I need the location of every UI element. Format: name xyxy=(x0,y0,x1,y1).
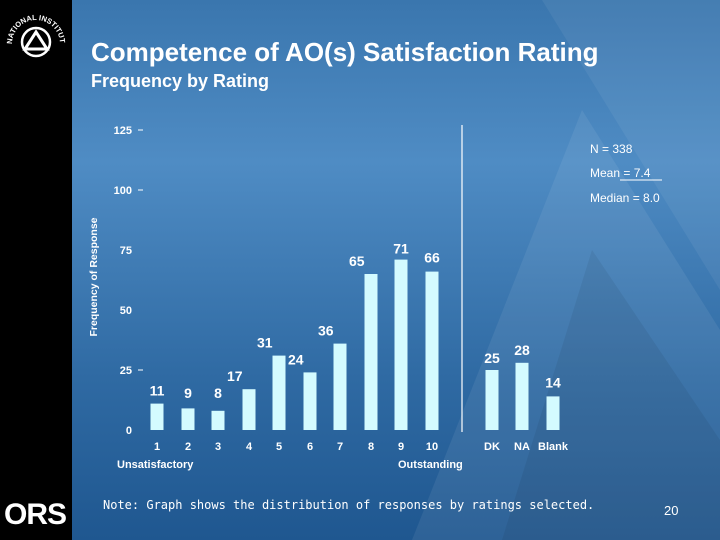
bar-data-label: 9 xyxy=(184,385,192,401)
y-axis: 0 25 50 75 100 125 xyxy=(114,125,143,437)
background-decoration xyxy=(412,0,720,540)
bars-group: 1119283174315246367658719661025DK28NA14B… xyxy=(150,241,569,453)
bar-data-label: 24 xyxy=(288,351,304,367)
x-tick-label: 5 xyxy=(276,441,282,453)
x-tick-label: 3 xyxy=(215,441,221,453)
bar xyxy=(150,403,164,430)
bar-data-label: 25 xyxy=(484,350,500,366)
x-tick-label: 7 xyxy=(337,441,343,453)
x-anchor-high: Outstanding xyxy=(398,459,463,471)
bar-data-label: 71 xyxy=(393,241,409,257)
x-tick-label: DK xyxy=(484,441,500,453)
bar xyxy=(181,408,195,430)
page-title: Competence of AO(s) Satisfaction Rating xyxy=(91,37,599,67)
bar xyxy=(303,372,317,430)
bar xyxy=(211,410,225,430)
stats-box: N = 338 Mean = 7.4 Median = 8.0 xyxy=(590,142,662,205)
x-tick-label: 9 xyxy=(398,441,404,453)
page-subtitle: Frequency by Rating xyxy=(91,71,270,91)
bar-data-label: 36 xyxy=(318,323,334,339)
x-tick-label: 10 xyxy=(426,441,438,453)
left-sidebar: NATIONAL INSTITUTES OF HEALTH ORS xyxy=(0,0,72,540)
bar xyxy=(394,259,408,430)
bar-data-label: 11 xyxy=(150,383,165,399)
y-tick-label: 0 xyxy=(126,425,132,437)
ors-logo: ORS xyxy=(4,498,67,531)
footnote: Note: Graph shows the distribution of re… xyxy=(103,498,595,512)
y-tick-label: 50 xyxy=(120,305,132,317)
x-tick-label: 4 xyxy=(246,441,253,453)
x-anchor-low: Unsatisfactory xyxy=(117,459,194,471)
bar-data-label: 28 xyxy=(514,342,530,358)
x-tick-label: 8 xyxy=(368,441,374,453)
x-tick-label: 1 xyxy=(154,441,160,453)
x-tick-label: 2 xyxy=(185,441,191,453)
x-tick-label: 6 xyxy=(307,441,313,453)
bar xyxy=(425,271,439,430)
bar xyxy=(485,370,499,430)
y-tick-label: 75 xyxy=(120,245,132,257)
stat-median: Median = 8.0 xyxy=(590,191,660,205)
stat-mean: Mean = 7.4 xyxy=(590,166,651,180)
bar-data-label: 17 xyxy=(227,368,243,384)
bar-data-label: 14 xyxy=(545,374,561,390)
y-tick-label: 25 xyxy=(120,365,132,377)
nih-seal-icon: NATIONAL INSTITUTES OF HEALTH xyxy=(2,4,67,58)
y-tick-label: 100 xyxy=(114,185,132,197)
page-number: 20 xyxy=(664,503,679,518)
bar xyxy=(515,362,529,430)
bar-data-label: 8 xyxy=(214,385,222,401)
bar-data-label: 65 xyxy=(349,253,365,269)
bar xyxy=(333,343,347,430)
y-axis-label: Frequency of Response xyxy=(88,217,100,336)
bar xyxy=(546,396,560,430)
bar-data-label: 31 xyxy=(257,335,273,351)
bar xyxy=(364,274,378,430)
x-tick-label: NA xyxy=(514,441,530,453)
bar xyxy=(272,355,286,430)
bar xyxy=(242,389,256,430)
bar-data-label: 66 xyxy=(424,250,440,266)
stat-n: N = 338 xyxy=(590,142,633,156)
x-tick-label: Blank xyxy=(538,441,569,453)
y-tick-label: 125 xyxy=(114,125,132,137)
